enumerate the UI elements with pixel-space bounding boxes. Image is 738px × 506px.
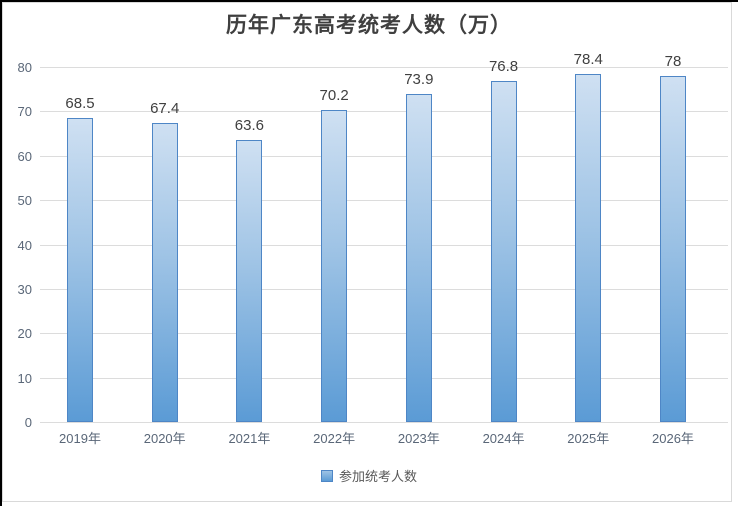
bar-2019年: [67, 118, 93, 422]
y-axis-tick-label: 20: [17, 326, 32, 342]
y-axis-tick-label: 40: [17, 237, 32, 253]
y-axis-tick-label: 60: [17, 148, 32, 164]
gridline-y0: [40, 422, 728, 423]
chart-title: 历年广东高考统考人数（万）: [226, 14, 512, 37]
y-axis-tick-label: 30: [17, 281, 32, 297]
chart-frame: [2, 2, 732, 502]
y-axis-tick-label: 0: [24, 415, 32, 430]
y-axis-tick-label: 10: [17, 370, 32, 386]
bar-2023年: [405, 94, 432, 422]
bar-2020年: [151, 122, 178, 422]
gridline-y80: [40, 67, 728, 68]
x-axis-tick-label: 2025年: [567, 431, 610, 446]
value-label: 67.4: [150, 99, 180, 117]
gridline-y50: [40, 200, 728, 202]
gridline-y70: [40, 111, 728, 113]
gridline-y40: [40, 244, 728, 246]
gridline-y20: [40, 333, 728, 335]
value-label: 70.2: [319, 87, 349, 105]
value-label: 78.4: [573, 51, 603, 69]
x-axis-tick-label: 2024年: [482, 431, 525, 446]
legend-swatch-icon: [320, 469, 333, 482]
y-axis-tick-label: 70: [17, 104, 32, 120]
value-label: 68.5: [65, 95, 95, 113]
screenshot-top-edge: [0, 0, 738, 2]
x-axis-tick-label: 2019年: [59, 431, 101, 446]
gridline-y60: [40, 155, 728, 157]
x-axis-tick-label: 2023年: [397, 431, 440, 446]
x-axis-tick-label: 2022年: [313, 431, 356, 446]
bar-2021年: [236, 139, 263, 422]
screenshot-left-edge: [0, 0, 2, 506]
value-label: 78: [664, 52, 682, 70]
gridline-y30: [40, 288, 728, 290]
x-axis-tick-label: 2021年: [228, 431, 271, 446]
legend: 参加统考人数: [0, 466, 738, 485]
bar-2026年: [659, 75, 686, 422]
bar-2022年: [321, 110, 348, 422]
bar-2024年: [490, 81, 517, 422]
value-label: 73.9: [404, 71, 434, 89]
value-label: 63.6: [234, 116, 264, 134]
x-axis-tick-label: 2026年: [652, 431, 694, 446]
y-axis-tick-label: 50: [17, 193, 32, 209]
legend-label: 参加统考人数: [338, 469, 417, 484]
x-axis-tick-label: 2020年: [143, 431, 186, 446]
gridline-y10: [40, 377, 728, 379]
y-axis-tick-label: 80: [17, 60, 32, 75]
value-label: 76.8: [488, 58, 519, 76]
bar-2025年: [575, 74, 602, 422]
